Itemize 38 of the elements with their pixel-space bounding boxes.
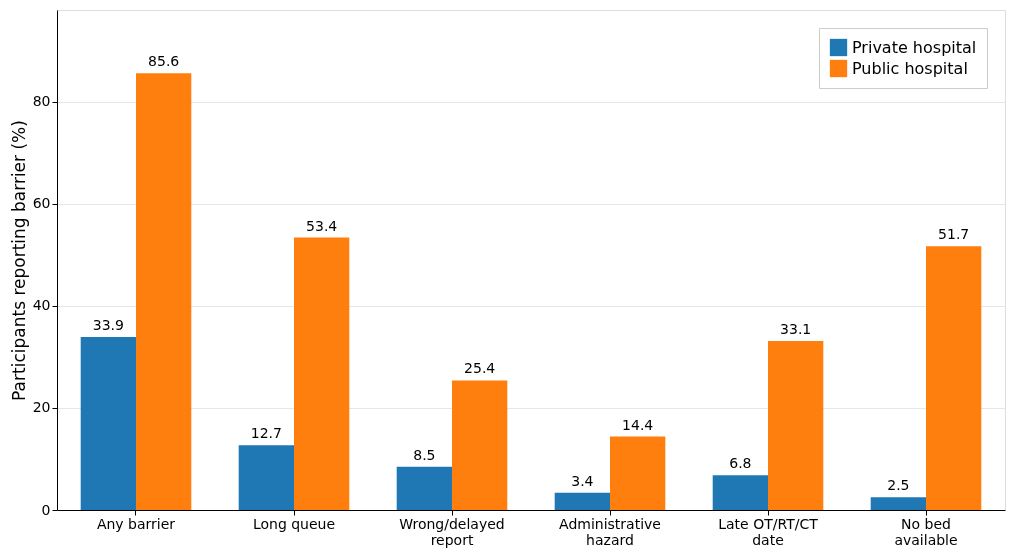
x-tick-label: Long queue bbox=[252, 515, 336, 532]
data-label: 12.7 bbox=[250, 425, 282, 442]
bar bbox=[80, 337, 136, 510]
y-axis-title: Participants reporting barrier (%) bbox=[8, 120, 29, 401]
bar bbox=[768, 341, 824, 510]
x-tick-label: Any barrier bbox=[96, 515, 176, 532]
x-tick-label: Wrong/delayed report bbox=[399, 515, 505, 548]
x-tick-label: No bed available bbox=[894, 515, 958, 548]
bar bbox=[926, 246, 982, 510]
bar bbox=[136, 73, 192, 510]
bar bbox=[712, 475, 768, 510]
data-label: 3.4 bbox=[571, 472, 594, 489]
y-tick-label: 0 bbox=[41, 501, 51, 518]
bar bbox=[554, 492, 610, 510]
bar bbox=[452, 380, 508, 510]
data-label: 53.4 bbox=[306, 217, 338, 234]
bar bbox=[610, 436, 666, 510]
data-label: 14.4 bbox=[622, 416, 654, 433]
bar bbox=[294, 237, 350, 510]
y-tick-label: 80 bbox=[32, 93, 51, 110]
legend-label: Public hospital bbox=[852, 58, 968, 78]
y-tick-label: 40 bbox=[32, 297, 51, 314]
data-label: 33.9 bbox=[92, 317, 124, 334]
x-tick-label: Administrative hazard bbox=[559, 515, 661, 548]
data-label: 51.7 bbox=[938, 226, 970, 243]
y-tick-label: 20 bbox=[32, 399, 51, 416]
data-label: 33.1 bbox=[780, 321, 812, 338]
legend-label: Private hospital bbox=[852, 37, 977, 57]
data-label: 85.6 bbox=[148, 53, 180, 70]
bar bbox=[870, 497, 926, 510]
x-tick-label: Late OT/RT/CT date bbox=[718, 515, 819, 548]
bar bbox=[396, 466, 452, 510]
y-tick-label: 60 bbox=[32, 195, 51, 212]
data-label: 2.5 bbox=[887, 477, 910, 494]
bar bbox=[238, 445, 294, 510]
data-label: 6.8 bbox=[729, 455, 752, 472]
data-label: 25.4 bbox=[464, 360, 496, 377]
data-label: 8.5 bbox=[413, 446, 436, 463]
